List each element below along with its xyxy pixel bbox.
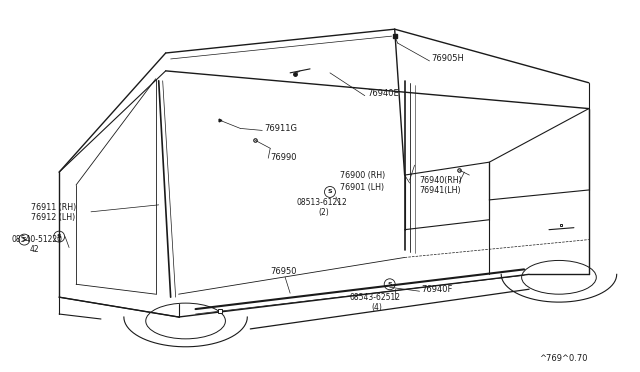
Text: 76911 (RH): 76911 (RH) [31, 203, 77, 212]
Text: 08540-51220: 08540-51220 [12, 235, 62, 244]
Circle shape [54, 231, 65, 242]
Text: 76911G: 76911G [264, 124, 297, 133]
Text: 76901 (LH): 76901 (LH) [340, 183, 384, 192]
Text: S: S [22, 237, 27, 242]
Text: 76940(RH): 76940(RH) [420, 176, 462, 185]
Text: 08543-62512: 08543-62512 [350, 293, 401, 302]
Text: S: S [387, 282, 392, 287]
Text: (4): (4) [372, 302, 383, 312]
Ellipse shape [146, 303, 225, 339]
Circle shape [384, 279, 395, 290]
Text: 76905H: 76905H [431, 54, 465, 64]
Text: 76912 (LH): 76912 (LH) [31, 213, 76, 222]
Text: 76900 (RH): 76900 (RH) [340, 171, 385, 180]
Text: (2): (2) [318, 208, 329, 217]
Text: 42: 42 [29, 245, 39, 254]
Text: 76990: 76990 [270, 153, 297, 162]
Circle shape [19, 234, 30, 245]
Text: 76941(LH): 76941(LH) [420, 186, 461, 195]
Text: 76950: 76950 [270, 267, 297, 276]
Text: ^769^0.70: ^769^0.70 [539, 354, 588, 363]
Text: S: S [57, 234, 61, 239]
Text: 76940E: 76940E [368, 89, 399, 98]
Text: S: S [328, 189, 332, 195]
Text: 76940F: 76940F [422, 285, 453, 294]
Ellipse shape [522, 260, 596, 294]
Text: 08513-61212: 08513-61212 [296, 198, 347, 207]
Circle shape [324, 186, 335, 198]
